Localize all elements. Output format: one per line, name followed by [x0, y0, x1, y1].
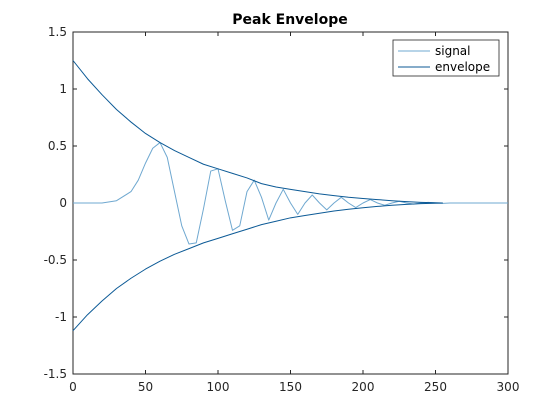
- x-tick-label: 100: [207, 380, 230, 394]
- y-tick-label: 0.5: [48, 139, 67, 153]
- y-axis: -1.5 -1 -0.5 0 0.5 1 1.5: [44, 25, 508, 381]
- y-tick-label: 0: [59, 196, 67, 210]
- x-tick-label: 150: [279, 380, 302, 394]
- x-tick-label: 0: [69, 380, 77, 394]
- y-tick-label: -1.5: [44, 367, 67, 381]
- x-tick-label: 200: [352, 380, 375, 394]
- x-tick-label: 250: [424, 380, 447, 394]
- chart-title: Peak Envelope: [232, 12, 347, 28]
- y-tick-label: 1.5: [48, 25, 67, 39]
- series-line-envelope: [72, 60, 443, 204]
- series-layer: [72, 60, 508, 332]
- legend-label-envelope: envelope: [435, 60, 490, 74]
- y-tick-label: 1: [59, 82, 67, 96]
- legend-label-signal: signal: [435, 44, 471, 58]
- x-tick-label: 300: [497, 380, 520, 394]
- y-tick-label: -0.5: [44, 253, 67, 267]
- x-tick-label: 50: [138, 380, 153, 394]
- x-axis: 0 50 100 150 200 250 300: [69, 32, 519, 394]
- legend: signal envelope: [392, 39, 500, 77]
- legend-box: [392, 39, 500, 77]
- series-line-2: [72, 202, 443, 332]
- y-tick-label: -1: [55, 310, 67, 324]
